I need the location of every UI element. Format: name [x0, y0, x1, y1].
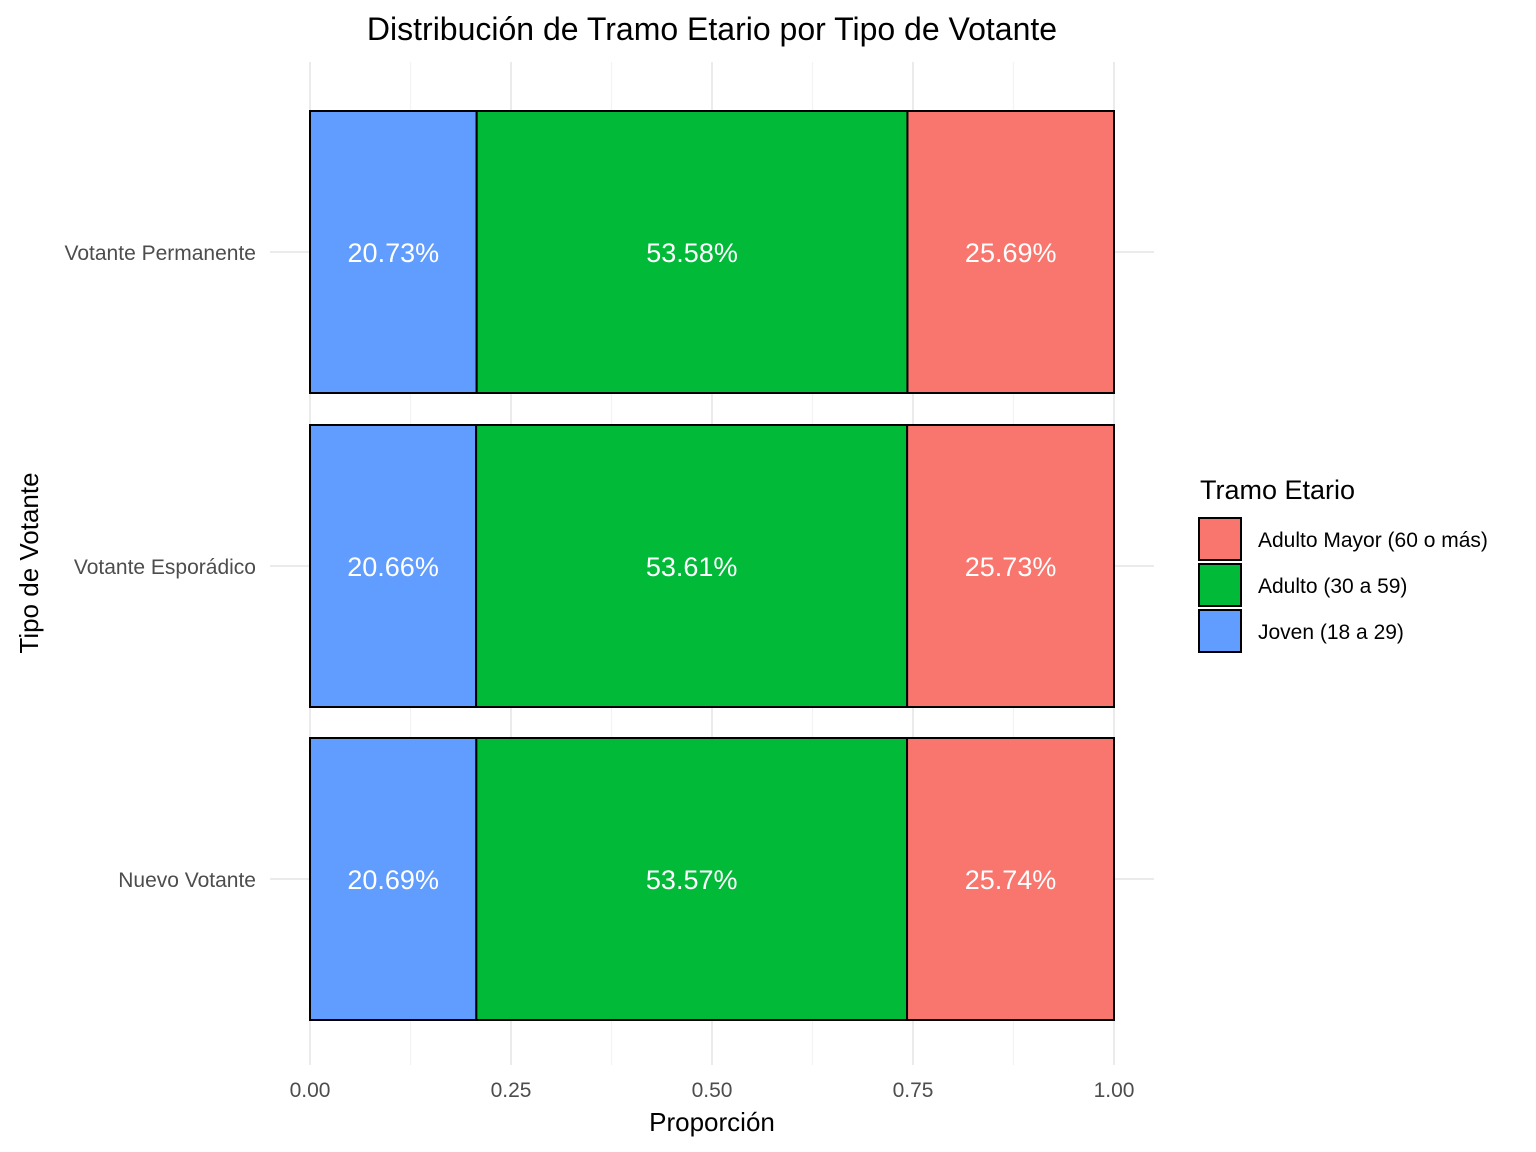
bar-segment	[906, 737, 1116, 1021]
bar-segment	[309, 737, 478, 1021]
legend-key	[1198, 609, 1242, 653]
bar-data-label: 25.69%	[965, 238, 1057, 268]
legend-label: Joven (18 a 29)	[1258, 621, 1404, 644]
bar-segment	[906, 424, 1115, 708]
x-tick-label: 1.00	[1094, 1079, 1135, 1102]
bar-segment	[309, 424, 478, 708]
bar-data-label: 53.57%	[646, 865, 738, 895]
chart-title: Distribución de Tramo Etario por Tipo de…	[367, 11, 1057, 47]
y-tick-label: Votante Esporádico	[74, 556, 256, 579]
bar-data-label: 53.61%	[646, 552, 738, 582]
legend: Tramo Etario Adulto Mayor (60 o más) Adul…	[1198, 475, 1488, 653]
bar-data-label: 20.66%	[347, 552, 439, 582]
legend-label: Adulto (30 a 59)	[1258, 575, 1407, 598]
axis-ticks: Votante Permanente Votante Esporádico Nuev…	[65, 242, 1135, 1102]
bar-data-label: 25.74%	[965, 865, 1057, 895]
legend-key	[1198, 517, 1242, 561]
bar-data-label: 20.69%	[347, 865, 439, 895]
x-tick-label: 0.25	[491, 1079, 532, 1102]
bar-segment	[475, 110, 909, 394]
bar-segment	[475, 737, 909, 1021]
bar-data-label: 53.58%	[646, 238, 738, 268]
x-axis-title: Proporción	[649, 1107, 775, 1137]
legend-title: Tramo Etario	[1200, 475, 1355, 505]
bar-data-label: 25.73%	[965, 552, 1057, 582]
y-axis-title: Tipo de Votante	[14, 472, 44, 653]
bar-segment	[906, 110, 1115, 394]
y-tick-label: Nuevo Votante	[118, 869, 256, 892]
bar-segment	[309, 110, 478, 394]
x-tick-label: 0.50	[692, 1079, 733, 1102]
legend-label: Adulto Mayor (60 o más)	[1258, 529, 1488, 552]
bars: 20.73% 53.58% 25.69% 20.66% 53.61% 25.73% 20.6…	[309, 110, 1116, 1021]
bar-segment	[475, 424, 909, 708]
y-tick-label: Votante Permanente	[65, 242, 256, 265]
x-tick-label: 0.00	[290, 1079, 331, 1102]
x-tick-label: 0.75	[893, 1079, 934, 1102]
bar-data-label: 20.73%	[348, 238, 440, 268]
legend-key	[1198, 563, 1242, 607]
